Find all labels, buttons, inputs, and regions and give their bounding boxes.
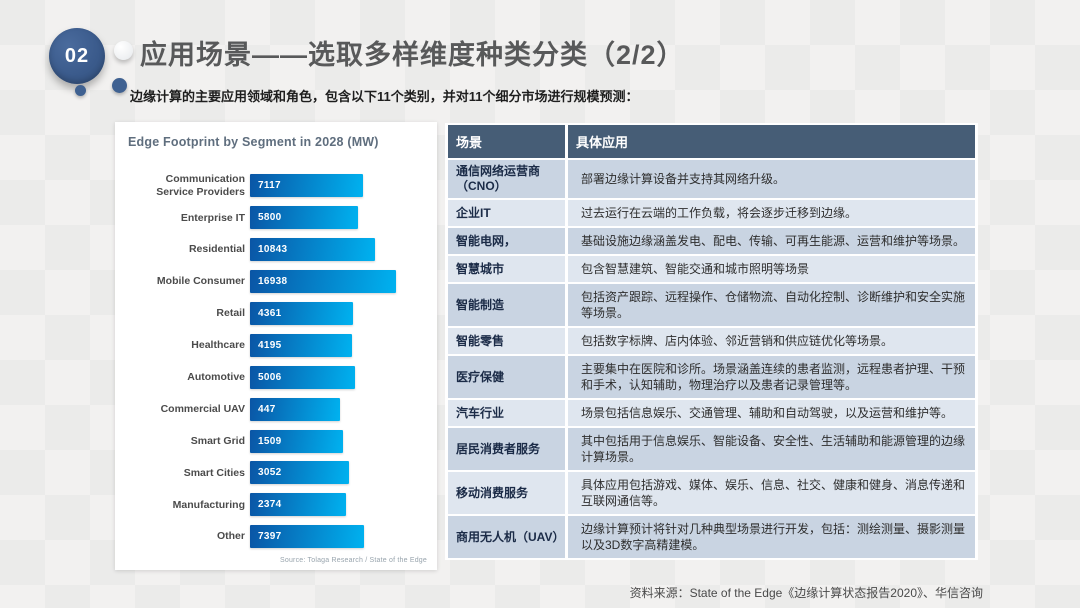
bar-row: Residential 10843 [115, 234, 437, 266]
bar-value-label: 7117 [258, 180, 281, 192]
bar-category-label: Mobile Consumer [156, 275, 245, 288]
bar-row: Retail 4361 [115, 298, 437, 330]
bar: 3052 [250, 461, 349, 485]
bar: 2374 [250, 493, 346, 517]
bar-value-label: 447 [258, 403, 276, 415]
bar-row: Manufacturing 2374 [115, 489, 437, 521]
decorative-white-dot [114, 41, 133, 60]
application-cell: 其中包括用于信息娱乐、智能设备、安全性、生活辅助和能源管理的边缘计算场景。 [565, 426, 978, 472]
bar-category-label: Retail [216, 307, 245, 320]
bar-category-label: Enterprise IT [180, 211, 245, 224]
application-cell: 场景包括信息娱乐、交通管理、辅助和自动驾驶，以及运营和维护等。 [565, 398, 978, 428]
bar-row: Healthcare 4195 [115, 329, 437, 361]
bar-category-label: Healthcare [191, 339, 245, 352]
bar-row: Commercial UAV 447 [115, 393, 437, 425]
page-title: 应用场景——选取多样维度种类分类（2/2） [140, 40, 685, 70]
bar: 7117 [250, 174, 363, 198]
bar: 4361 [250, 302, 353, 325]
section-number-badge: 02 [49, 28, 105, 84]
bar-row: Mobile Consumer 16938 [115, 266, 437, 298]
application-cell: 边缘计算预计将针对几种典型场景进行开发，包括：测绘测量、摄影测量以及3D数字高精… [565, 514, 978, 560]
bar: 447 [250, 397, 340, 421]
scene-cell: 企业IT [445, 198, 568, 228]
bar-value-label: 3052 [258, 467, 282, 479]
bar: 7397 [250, 525, 364, 549]
table-row: 医疗保健 主要集中在医院和诊所。场景涵盖连续的患者监测，远程患者护理、干预和手术，… [445, 354, 978, 400]
scene-cell: 移动消费服务 [445, 470, 568, 516]
bar-value-label: 5800 [258, 212, 282, 224]
chart-source-note: Source: Tolaga Research / State of the E… [279, 557, 427, 564]
bar-row: Enterprise IT 5800 [115, 202, 437, 234]
application-cell: 过去运行在云端的工作负载，将会逐步迁移到边缘。 [565, 198, 978, 228]
bar-value-label: 16938 [258, 276, 288, 288]
bar-value-label: 5006 [258, 371, 282, 383]
application-cell: 基础设施边缘涵盖发电、配电、传输、可再生能源、运营和维护等场景。 [565, 226, 978, 256]
bar: 5800 [250, 206, 358, 230]
bar: 4195 [250, 333, 352, 357]
scene-cell: 智能制造 [445, 282, 568, 328]
bar-value-label: 2374 [258, 499, 282, 511]
application-cell: 包含智慧建筑、智能交通和城市照明等场景 [565, 254, 978, 284]
table-row: 企业IT 过去运行在云端的工作负载，将会逐步迁移到边缘。 [445, 198, 978, 228]
bar-category-label: Smart Grid [190, 434, 245, 447]
scene-cell: 医疗保健 [445, 354, 568, 400]
bar-row: Automotive 5006 [115, 361, 437, 393]
scene-cell: 智能零售 [445, 326, 568, 356]
bar-value-label: 1509 [258, 435, 282, 447]
table-row: 智能制造 包括资产跟踪、远程操作、仓储物流、自动化控制、诊断维护和安全实施等场景。 [445, 282, 978, 328]
scenario-table: 场景 具体应用 通信网络运营商（CNO） 部署边缘计算设备并支持其网络升级。 企业I… [445, 123, 978, 560]
scene-column-header: 场景 [445, 123, 568, 160]
application-cell: 包括数字标牌、店内体验、邻近营销和供应链优化等场景。 [565, 326, 978, 356]
table-row: 智能零售 包括数字标牌、店内体验、邻近营销和供应链优化等场景。 [445, 326, 978, 356]
scene-cell: 智能电网， [445, 226, 568, 256]
application-column-header: 具体应用 [565, 123, 978, 160]
bar-row: Smart Grid 1509 [115, 425, 437, 457]
bar-chart: Communication Service Providers 7117 Enter… [115, 170, 437, 553]
bar-row: Smart Cities 3052 [115, 457, 437, 489]
decorative-navy-dot-small [75, 85, 86, 96]
table-header-row: 场景 具体应用 [445, 123, 978, 160]
bar-value-label: 4195 [258, 339, 282, 351]
table-row: 居民消费者服务 其中包括用于信息娱乐、智能设备、安全性、生活辅助和能源管理的边缘计… [445, 426, 978, 472]
edge-footprint-chart-panel: Edge Footprint by Segment in 2028 (MW) C… [115, 122, 437, 570]
decorative-navy-dot [112, 78, 127, 93]
scene-cell: 通信网络运营商（CNO） [445, 158, 568, 200]
bar: 10843 [250, 238, 375, 262]
application-cell: 具体应用包括游戏、媒体、娱乐、信息、社交、健康和健身、消息传递和互联网通信等。 [565, 470, 978, 516]
scene-cell: 居民消费者服务 [445, 426, 568, 472]
bar: 5006 [250, 365, 355, 389]
scene-cell: 智慧城市 [445, 254, 568, 284]
application-cell: 包括资产跟踪、远程操作、仓储物流、自动化控制、诊断维护和安全实施等场景。 [565, 282, 978, 328]
bar-category-label: Residential [188, 243, 245, 256]
scene-cell: 汽车行业 [445, 398, 568, 428]
application-cell: 主要集中在医院和诊所。场景涵盖连续的患者监测，远程患者护理、干预和手术，认知辅助… [565, 354, 978, 400]
bar-category-label: Automotive [187, 370, 245, 383]
table-row: 智能电网， 基础设施边缘涵盖发电、配电、传输、可再生能源、运营和维护等场景。 [445, 226, 978, 256]
table-row: 汽车行业 场景包括信息娱乐、交通管理、辅助和自动驾驶，以及运营和维护等。 [445, 398, 978, 428]
bar-row: Other 7397 [115, 521, 437, 553]
bar-category-label: Manufacturing [172, 498, 245, 511]
subtitle: 边缘计算的主要应用领域和角色，包含以下11个类别，并对11个细分市场进行规模预测… [130, 89, 639, 104]
bar: 16938 [250, 270, 396, 294]
bar: 1509 [250, 429, 343, 453]
table-row: 通信网络运营商（CNO） 部署边缘计算设备并支持其网络升级。 [445, 158, 978, 200]
table-row: 智慧城市 包含智慧建筑、智能交通和城市照明等场景 [445, 254, 978, 284]
bar-category-label: Other [216, 530, 245, 543]
bar-value-label: 7397 [258, 531, 282, 543]
chart-title: Edge Footprint by Segment in 2028 (MW) [128, 135, 379, 149]
bar-value-label: 10843 [258, 244, 288, 256]
source-footnote: 资料来源：State of the Edge《边缘计算状态报告2020》、华信咨… [629, 586, 983, 600]
bar-value-label: 4361 [258, 308, 282, 319]
application-cell: 部署边缘计算设备并支持其网络升级。 [565, 158, 978, 200]
bar-row: Communication Service Providers 7117 [115, 170, 437, 202]
bar-category-label: Smart Cities [183, 466, 245, 479]
table-row: 移动消费服务 具体应用包括游戏、媒体、娱乐、信息、社交、健康和健身、消息传递和互联… [445, 470, 978, 516]
bar-category-label: Commercial UAV [160, 402, 245, 415]
table-row: 商用无人机（UAV） 边缘计算预计将针对几种典型场景进行开发，包括：测绘测量、摄影… [445, 514, 978, 560]
bar-category-label: Communication Service Providers [156, 173, 245, 198]
scene-cell: 商用无人机（UAV） [445, 514, 568, 560]
